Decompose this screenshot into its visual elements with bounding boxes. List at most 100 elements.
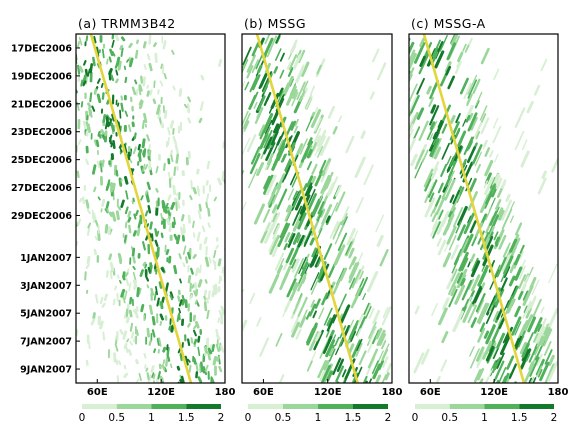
precip-streak [437, 239, 447, 256]
precip-streak [197, 335, 201, 343]
precip-streak [256, 162, 265, 177]
precip-streak [77, 41, 80, 48]
precip-streak [323, 307, 333, 326]
precip-streak [543, 323, 550, 336]
precip-streak [120, 102, 124, 112]
precip-streak [447, 159, 458, 179]
precip-streak [67, 93, 69, 98]
precip-streak [548, 263, 558, 284]
precip-streak [537, 369, 543, 378]
precip-streak [154, 239, 159, 247]
precip-streak [198, 117, 203, 124]
precip-streak [182, 245, 187, 255]
precip-streak [286, 61, 292, 70]
precip-streak [526, 100, 534, 114]
precip-streak [162, 346, 167, 353]
precip-streak [153, 348, 157, 354]
precip-streak [509, 215, 515, 224]
precip-streak [259, 133, 268, 150]
precip-streak [264, 221, 270, 232]
precip-streak [316, 135, 326, 152]
precip-streak [442, 252, 452, 268]
precip-streak [518, 274, 527, 290]
precip-streak [335, 184, 342, 197]
precip-streak [248, 94, 257, 110]
precip-streak [491, 185, 498, 198]
precip-streak [500, 277, 508, 292]
precip-streak [462, 43, 467, 52]
plot-frame [241, 33, 393, 384]
precip-streak [511, 316, 522, 336]
precip-streak [242, 46, 252, 65]
precip-streak [112, 298, 116, 306]
precip-streak [77, 139, 82, 145]
precip-streak [506, 242, 511, 250]
precip-streak [109, 157, 113, 168]
colorbar-tick-label: 1 [481, 412, 488, 424]
precip-streak [228, 335, 230, 343]
precip-streak [140, 195, 144, 201]
precip-streak [355, 320, 364, 336]
precip-streak [463, 136, 474, 156]
precip-streak [130, 331, 135, 339]
precip-streak [146, 223, 149, 228]
x-tick-label: 120E [314, 387, 342, 398]
precip-streak [320, 364, 331, 383]
precip-streak [253, 203, 265, 225]
precip-streak [508, 363, 517, 379]
precip-streak [430, 209, 435, 217]
precip-streak [525, 353, 531, 362]
precip-streak [467, 79, 478, 99]
precip-streak [328, 348, 336, 362]
precip-streak [305, 311, 311, 320]
precip-streak [152, 98, 157, 105]
precip-streak [394, 72, 398, 81]
precip-streak [220, 309, 225, 319]
precip-streak [172, 85, 176, 91]
precip-streak [308, 303, 317, 317]
colorbar: 0 0.5 1 1.5 2 [245, 404, 391, 424]
precip-streak [31, 58, 33, 65]
precip-streak [522, 275, 530, 288]
precip-streak [101, 159, 105, 168]
precip-streak [475, 163, 481, 173]
precip-streak [135, 88, 139, 97]
precip-streak [167, 171, 171, 179]
precip-streak [442, 213, 455, 236]
precip-streak [217, 177, 223, 186]
precip-streak [180, 226, 183, 236]
precip-streak [309, 85, 316, 95]
precip-streak [155, 286, 159, 296]
precip-streak [117, 206, 122, 211]
precip-streak [349, 277, 356, 290]
precip-streak [150, 365, 155, 373]
precip-streak [338, 338, 344, 348]
precip-streak [317, 145, 324, 158]
precip-streak [271, 185, 282, 204]
precip-streak [277, 139, 284, 151]
precip-streak [340, 304, 351, 324]
precip-streak [129, 322, 134, 332]
precip-streak [142, 261, 147, 267]
precip-streak [497, 366, 507, 383]
precip-streak [101, 302, 106, 308]
precip-streak [441, 123, 448, 134]
precip-streak [494, 175, 501, 186]
precip-streak [452, 189, 460, 205]
precip-streak [161, 296, 165, 304]
x-tick-label: 120E [480, 387, 508, 398]
precip-streak [170, 363, 173, 369]
precip-streak [229, 82, 235, 95]
precip-streak [537, 324, 543, 332]
precip-streak [126, 338, 130, 343]
precip-streak [514, 253, 521, 266]
precip-streak [267, 35, 278, 55]
precip-streak [78, 36, 83, 46]
precip-streak [268, 236, 277, 252]
precip-streak [269, 234, 280, 255]
precip-streak [104, 130, 108, 137]
precip-streak [138, 86, 142, 96]
precip-streak [485, 183, 496, 205]
precip-streak [221, 170, 225, 181]
precip-streak [173, 216, 176, 225]
